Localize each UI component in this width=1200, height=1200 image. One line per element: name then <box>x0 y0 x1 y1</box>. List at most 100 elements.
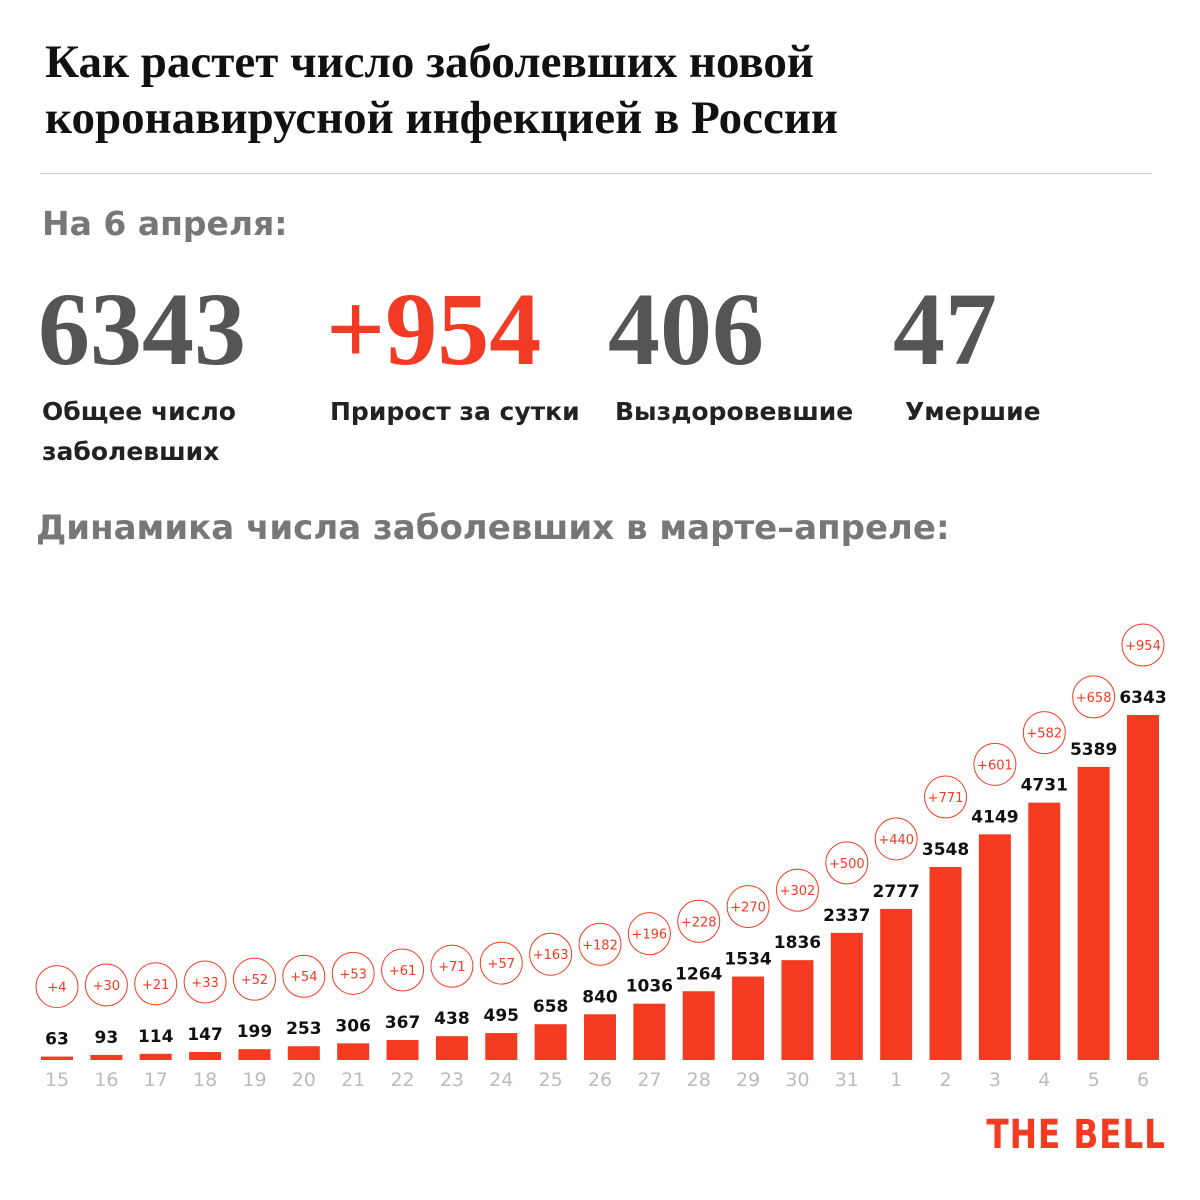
increment-label: +4 <box>47 981 66 996</box>
title: Как растет число заболевших новой корона… <box>45 36 839 144</box>
stat-value: 47 <box>893 272 997 387</box>
x-tick-label: 2 <box>939 1069 951 1091</box>
value-label: 306 <box>335 1016 371 1036</box>
value-label: 114 <box>138 1027 174 1047</box>
increment-circle <box>529 932 573 976</box>
bar <box>238 1049 271 1060</box>
bar <box>41 1056 73 1060</box>
increment-label: +52 <box>241 973 268 988</box>
increment-circle <box>232 957 276 1001</box>
increment-circle <box>1121 623 1165 667</box>
x-tick-label: 22 <box>390 1069 414 1091</box>
increment-label: +954 <box>1125 639 1161 654</box>
value-label: 253 <box>286 1019 322 1039</box>
increment-circle <box>578 922 622 966</box>
increment-circle <box>479 941 523 985</box>
bar <box>781 960 814 1060</box>
increment-circle <box>282 954 326 998</box>
value-label: 840 <box>582 987 618 1007</box>
bar <box>633 1003 666 1060</box>
bar <box>1127 715 1159 1060</box>
stat-value: +954 <box>326 272 542 387</box>
x-tick-label: 19 <box>242 1069 266 1091</box>
increment-circle <box>1022 711 1066 755</box>
stat-label: Прирост за сутки <box>330 397 580 426</box>
value-label: 2777 <box>873 882 920 902</box>
x-tick-label: 27 <box>637 1069 661 1091</box>
bar <box>880 908 913 1060</box>
value-label: 6343 <box>1119 688 1166 708</box>
increment-circle <box>924 775 968 819</box>
divider <box>40 173 1152 174</box>
value-label: 1036 <box>626 977 673 997</box>
x-tick-label: 23 <box>440 1069 464 1091</box>
increment-circle <box>874 817 918 861</box>
increment-circle <box>331 951 375 995</box>
value-label: 1264 <box>675 964 722 984</box>
bar <box>90 1054 123 1060</box>
increment-label: +53 <box>339 967 366 982</box>
value-label: 1534 <box>724 950 771 970</box>
increment-label: +658 <box>1076 691 1112 706</box>
bar <box>830 932 863 1060</box>
x-tick-label: 31 <box>835 1069 859 1091</box>
chart-title: Динамика числа заболевших в марте–апреле… <box>36 508 950 548</box>
x-tick-label: 5 <box>1088 1069 1100 1091</box>
x-tick-label: 17 <box>144 1069 168 1091</box>
increment-label: +61 <box>389 964 416 979</box>
increment-label: +57 <box>488 957 515 972</box>
value-label: 3548 <box>922 840 969 860</box>
stat-label: Выздоровевшие <box>615 397 854 426</box>
increment-circle <box>35 965 79 1009</box>
increment-circle <box>84 963 128 1007</box>
value-label: 2337 <box>823 906 870 926</box>
value-label: 367 <box>385 1013 421 1033</box>
bar <box>189 1052 222 1060</box>
value-label: 63 <box>45 1030 69 1050</box>
bar <box>337 1043 370 1060</box>
bar <box>435 1036 468 1060</box>
increment-label: +30 <box>93 979 120 994</box>
increment-circle <box>1072 675 1116 719</box>
increment-circle <box>134 962 178 1006</box>
increment-label: +771 <box>928 791 964 806</box>
x-tick-label: 25 <box>539 1069 563 1091</box>
increment-circle <box>183 960 227 1004</box>
x-tick-label: 16 <box>94 1069 118 1091</box>
value-label: 438 <box>434 1009 470 1029</box>
increment-label: +302 <box>780 884 816 899</box>
increment-circle <box>677 899 721 943</box>
increment-circle <box>825 841 869 885</box>
increment-label: +228 <box>681 915 717 930</box>
bar <box>978 834 1011 1060</box>
value-label: 495 <box>484 1006 520 1026</box>
x-tick-label: 4 <box>1038 1069 1050 1091</box>
x-tick-label: 24 <box>489 1069 513 1091</box>
increment-circle <box>381 948 425 992</box>
increment-label: +582 <box>1026 727 1062 742</box>
x-tick-label: 30 <box>785 1069 809 1091</box>
increment-label: +500 <box>829 857 865 872</box>
bar <box>534 1024 567 1060</box>
increment-label: +33 <box>191 976 218 991</box>
increment-circle <box>973 742 1017 786</box>
x-tick-label: 15 <box>45 1069 69 1091</box>
x-tick-label: 18 <box>193 1069 217 1091</box>
date-label: На 6 апреля: <box>42 204 288 243</box>
bar <box>929 867 962 1060</box>
increment-label: +21 <box>142 978 169 993</box>
value-label: 5389 <box>1070 740 1117 760</box>
x-tick-label: 29 <box>736 1069 760 1091</box>
bar <box>139 1053 172 1060</box>
x-tick-label: 1 <box>890 1069 902 1091</box>
value-label: 658 <box>533 997 569 1017</box>
increment-circle <box>726 885 770 929</box>
increment-label: +54 <box>290 970 317 985</box>
logo: THE BELL <box>986 1112 1166 1158</box>
bar <box>732 976 765 1060</box>
bar <box>485 1033 518 1060</box>
value-label: 4731 <box>1021 776 1068 796</box>
x-tick-label: 21 <box>341 1069 365 1091</box>
value-label: 147 <box>187 1025 223 1045</box>
